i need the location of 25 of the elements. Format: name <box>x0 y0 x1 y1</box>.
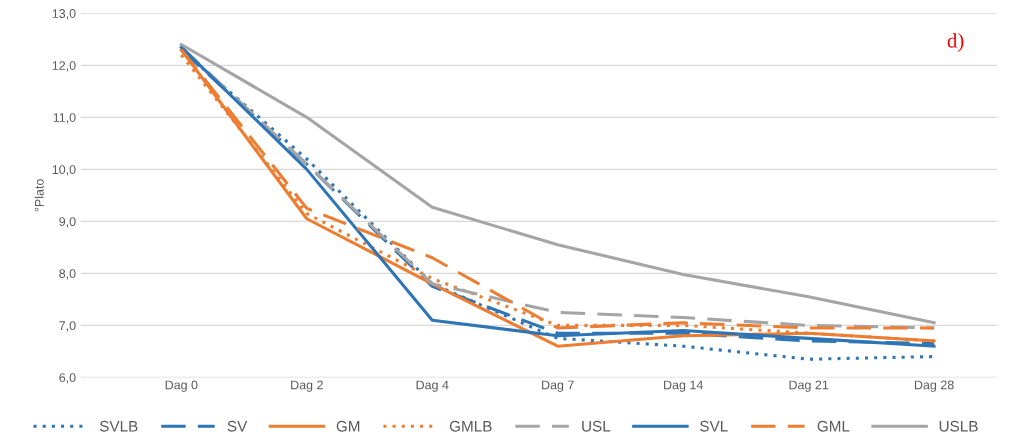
x-tick-label: Dag 21 <box>789 380 829 392</box>
x-tick-label: Dag 0 <box>165 380 198 392</box>
x-tick-label: Dag 2 <box>291 380 323 392</box>
legend-label: USL <box>582 420 611 432</box>
x-tick-label: Dag 14 <box>664 380 703 392</box>
legend-label: SVLB <box>99 420 138 432</box>
legend-label: SVL <box>700 420 728 432</box>
legend-label: GML <box>817 420 850 432</box>
x-tick-label: Dag 7 <box>542 380 574 392</box>
x-tick-label: Dag 28 <box>914 380 954 392</box>
y-tick-label: 11,0 <box>53 113 76 124</box>
legend-label: SV <box>227 420 248 432</box>
y-tick-label: 7,0 <box>59 321 76 332</box>
legend-label: GM <box>336 420 360 432</box>
y-tick-label: 6,0 <box>59 373 76 384</box>
y-tick-label: 8,0 <box>59 269 76 280</box>
y-tick-label: 10,0 <box>52 165 76 176</box>
y-tick-label: 9,0 <box>59 217 76 228</box>
y-tick-label: 13,0 <box>52 9 76 20</box>
y-axis-title: °Plato <box>34 179 44 212</box>
legend-label: GMLB <box>449 420 492 432</box>
legend-label: USLB <box>939 420 978 432</box>
annotation: d) <box>947 33 964 52</box>
x-tick-label: Dag 4 <box>416 380 449 392</box>
y-tick-label: 12,0 <box>52 61 76 72</box>
